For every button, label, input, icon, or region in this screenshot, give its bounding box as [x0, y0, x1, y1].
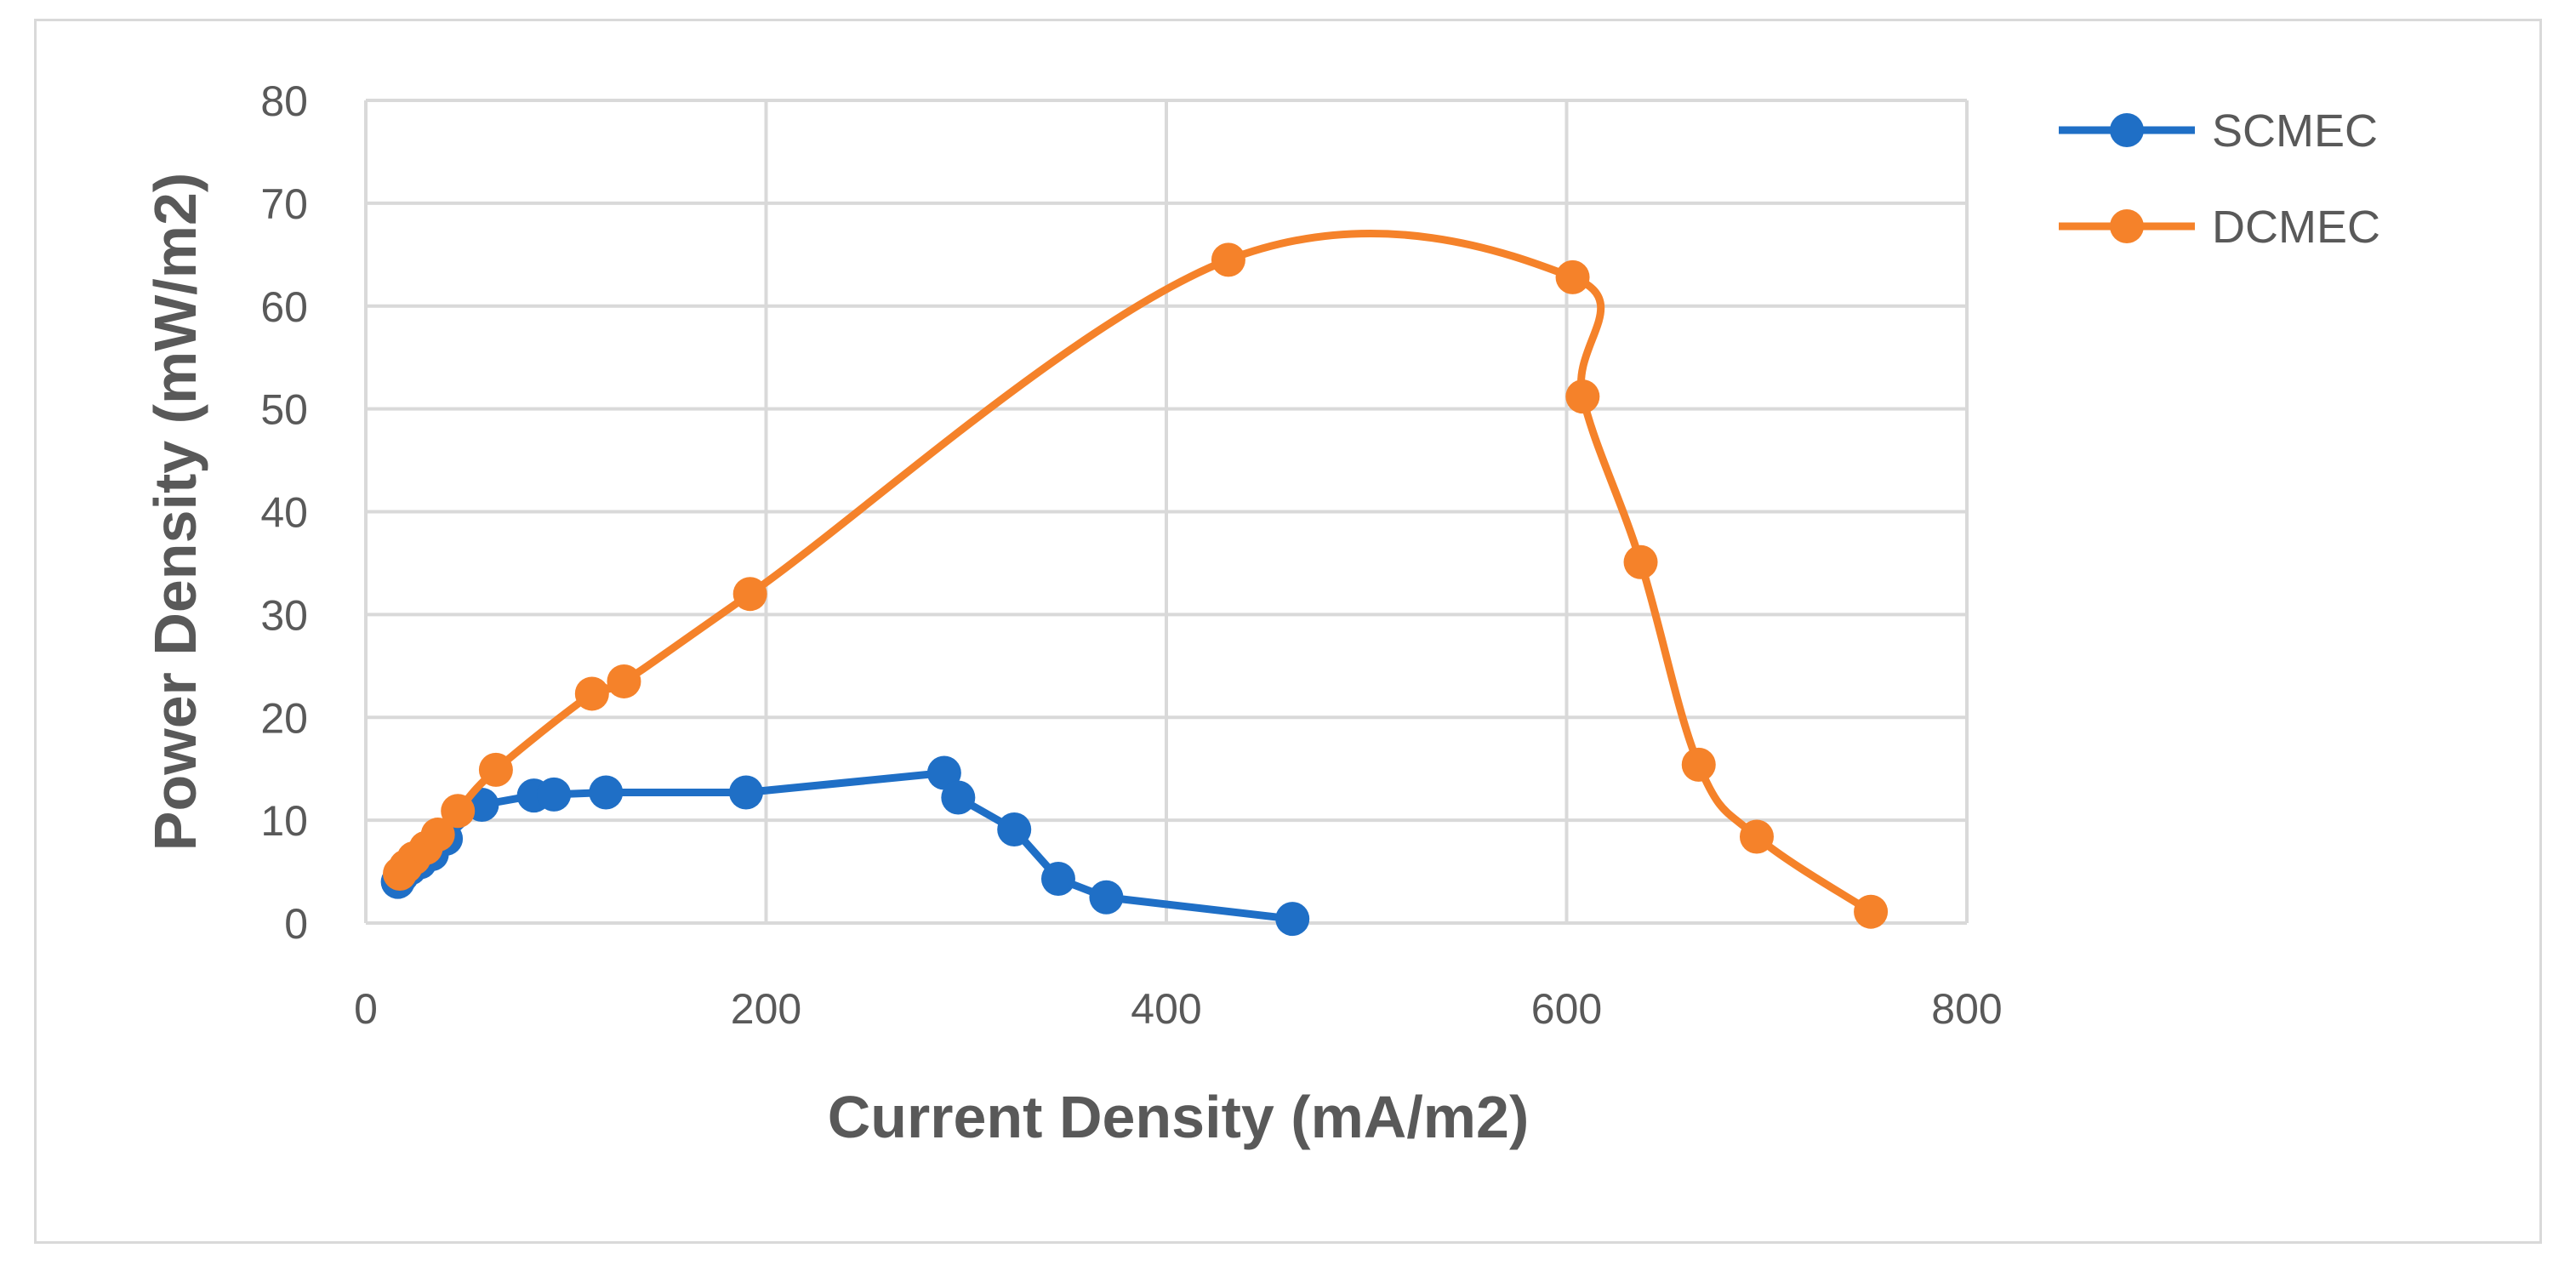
y-tick-label: 0 — [284, 900, 308, 948]
data-point-scmec — [537, 777, 572, 812]
legend: SCMEC DCMEC — [2059, 105, 2380, 253]
y-tick-label: 70 — [260, 180, 308, 228]
data-point-scmec — [941, 780, 976, 815]
data-point-dcmec — [1565, 379, 1600, 414]
y-tick-labels: 0 10 20 30 40 50 60 70 80 — [260, 77, 308, 948]
x-tick-label: 600 — [1531, 985, 1602, 1033]
data-point-scmec — [1089, 880, 1124, 915]
y-tick-label: 80 — [260, 77, 308, 125]
x-tick-label: 0 — [354, 985, 378, 1033]
y-tick-label: 20 — [260, 694, 308, 742]
data-point-scmec — [1040, 862, 1075, 897]
y-tick-label: 50 — [260, 386, 308, 434]
series-layer — [380, 229, 1889, 937]
data-point-dcmec — [607, 664, 641, 698]
data-point-dcmec — [441, 794, 476, 829]
data-point-dcmec — [478, 752, 513, 787]
data-point-scmec — [926, 755, 961, 790]
x-tick-label: 400 — [1131, 985, 1201, 1033]
legend-marker — [2110, 113, 2144, 147]
data-point-dcmec — [420, 818, 455, 852]
data-point-dcmec — [574, 676, 609, 711]
data-point-dcmec — [1681, 747, 1716, 782]
y-tick-label: 40 — [260, 489, 308, 537]
data-point-dcmec — [1854, 894, 1889, 929]
data-point-scmec — [1275, 902, 1310, 937]
legend-label: DCMEC — [2212, 202, 2380, 253]
x-tick-label: 800 — [1931, 985, 2002, 1033]
data-point-scmec — [728, 775, 763, 810]
gridlines — [364, 99, 1969, 925]
x-axis-title: Current Density (mA/m2) — [828, 1084, 1530, 1150]
data-point-dcmec — [732, 577, 767, 612]
x-tick-label: 200 — [731, 985, 801, 1033]
y-axis-title: Power Density (mW/m2) — [142, 173, 208, 851]
data-point-dcmec — [1623, 544, 1658, 579]
legend-label: SCMEC — [2212, 105, 2378, 157]
x-tick-labels: 0 200 400 600 800 — [354, 985, 2003, 1033]
legend-item-scmec: SCMEC — [2059, 105, 2378, 157]
legend-item-dcmec: DCMEC — [2059, 202, 2380, 253]
data-point-dcmec — [1555, 259, 1590, 294]
y-tick-label: 60 — [260, 283, 308, 331]
series-scmec — [380, 755, 1310, 937]
data-point-scmec — [589, 775, 624, 810]
data-point-dcmec — [1739, 819, 1774, 854]
data-point-scmec — [997, 812, 1032, 847]
y-tick-label: 30 — [260, 591, 308, 639]
series-dcmec — [382, 229, 1889, 929]
y-tick-label: 10 — [260, 797, 308, 845]
data-point-dcmec — [1211, 242, 1245, 277]
legend-marker — [2110, 209, 2144, 243]
